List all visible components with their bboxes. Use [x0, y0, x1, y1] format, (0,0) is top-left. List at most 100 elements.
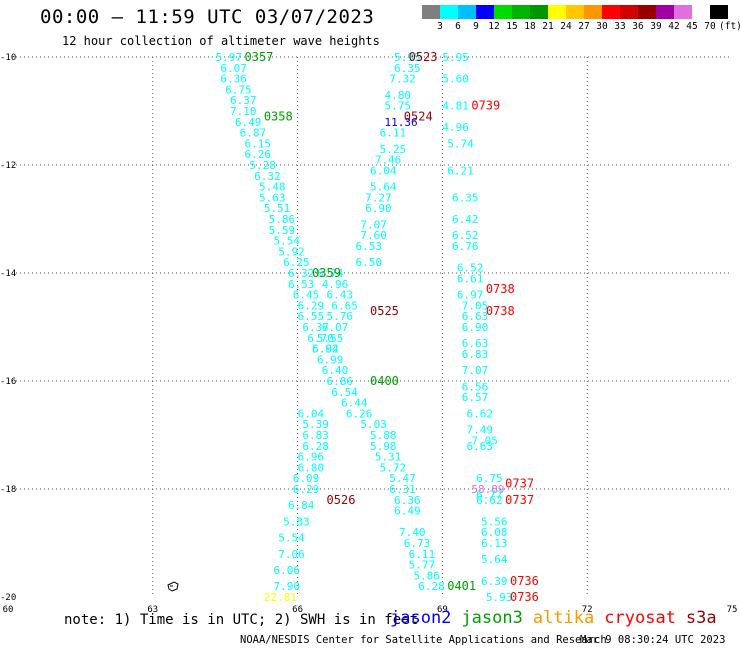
swh-value-label: 6.57 — [462, 391, 489, 404]
pass-time-label: 0737 — [505, 477, 534, 491]
swh-value-label: 58.89 — [471, 483, 504, 496]
swh-value-label: 4.81 — [442, 100, 469, 113]
satellite-s3a: s3a — [685, 608, 717, 628]
swh-value-label: 11.36 — [384, 116, 417, 129]
swh-value-label: 6.40 — [322, 364, 349, 377]
swh-value-label: 6.44 — [341, 397, 368, 410]
swh-value-label: 22.81 — [264, 591, 297, 604]
swh-value-label: 6.09 — [293, 472, 320, 485]
swh-value-label: 6.36 — [220, 73, 247, 86]
swh-value-label: 6.63 — [467, 440, 494, 453]
swh-value-label: 7.49 — [467, 424, 494, 437]
swh-value-label: 6.49 — [394, 505, 421, 518]
x-tick-label: 75 — [727, 605, 738, 615]
swh-value-label: 5.25 — [380, 143, 407, 156]
credit-timestamp: Mar 9 08:30:24 UTC 2023 — [580, 634, 726, 646]
pass-time-label: 0738 — [486, 304, 515, 318]
swh-value-label: 5.83 — [283, 515, 310, 528]
swh-value-label: 6.52 — [457, 262, 484, 275]
legend-swatch — [620, 5, 638, 19]
swh-value-label: 6.07 — [220, 62, 247, 75]
swh-value-label: 5.48 — [259, 181, 286, 194]
color-legend-labels: 3 6 9 12 15 18 21 24 27 30 33 36 39 42 45 70 (ft) — [422, 21, 740, 35]
pass-time-label: 0736 — [510, 590, 539, 604]
coastline — [167, 581, 179, 592]
legend-swatch — [566, 5, 584, 19]
legend-swatch — [530, 5, 548, 19]
legend-label: 39 — [650, 21, 662, 32]
swh-value-label: 6.55 — [298, 310, 325, 323]
pass-time-label: 0359 — [312, 266, 341, 280]
swh-value-label: 5.75 — [384, 100, 411, 113]
swh-value-label: 6.06 — [273, 564, 300, 577]
swh-value-label: 6.56 — [462, 380, 489, 393]
swh-value-label: 6.26 — [346, 407, 373, 420]
legend-swatch — [710, 5, 728, 19]
swh-value-label: 6.25 — [283, 256, 310, 269]
swh-value-label: 6.90 — [462, 321, 489, 334]
swh-value-label: 5.03 — [360, 418, 387, 431]
legend-swatch — [440, 5, 458, 19]
swh-value-label: 7.07 — [360, 218, 387, 231]
swh-value-label: 6.87 — [240, 127, 267, 140]
satellite-legend: jason2 jason3 altika cryosat s3a — [390, 608, 727, 628]
pass-time-label: 0358 — [264, 109, 293, 123]
swh-value-label: 7.27 — [365, 191, 392, 204]
x-tick-label: 72 — [582, 605, 593, 615]
legend-swatch — [422, 5, 440, 19]
chart-note: note: 1) Time is in UTC; 2) SWH is in fe… — [64, 612, 419, 628]
legend-label: 24 — [560, 21, 572, 32]
y-tick-label: -16 — [0, 377, 16, 387]
satellite-altika: altika — [532, 608, 595, 628]
color-legend — [422, 5, 728, 19]
swh-value-label: 6.08 — [481, 526, 508, 539]
legend-label: 30 — [596, 21, 608, 32]
swh-value-label: 5.86 — [269, 213, 296, 226]
pass-time-label: 0526 — [327, 493, 356, 507]
swh-value-label: 5.88 — [370, 429, 397, 442]
swh-value-label: 5.64 — [370, 181, 397, 194]
swh-value-label: 6.28 — [418, 580, 445, 593]
legend-label: 70 — [704, 21, 716, 32]
swh-value-label: 6.97 — [457, 289, 484, 302]
legend-label: 12 — [488, 21, 500, 32]
swh-value-label: 6.50 — [356, 256, 383, 269]
swh-value-label: 5.31 — [375, 451, 402, 464]
y-tick-label: -14 — [0, 269, 16, 279]
swh-value-label: 5.76 — [327, 310, 354, 323]
swh-value-label: 6.11 — [409, 548, 436, 561]
swh-value-label: 5.64 — [481, 553, 508, 566]
legend-swatch — [602, 5, 620, 19]
swh-value-label: 6.49 — [235, 116, 262, 129]
swh-value-label: 5.47 — [389, 472, 416, 485]
swh-value-label: 6.28 — [302, 440, 329, 453]
swh-value-label: 6.61 — [457, 272, 484, 285]
legend-swatch — [692, 5, 710, 19]
legend-label: 15 — [506, 21, 518, 32]
y-tick-label: -12 — [0, 161, 16, 171]
pass-time-label: 0738 — [486, 282, 515, 296]
swh-value-label: 4.96 — [442, 121, 469, 134]
swh-value-label: 5.28 — [249, 159, 275, 172]
swh-value-label: 6.83 — [462, 348, 489, 361]
legend-label: 6 — [455, 21, 461, 32]
swh-value-label: 7.32 — [389, 73, 416, 86]
pass-time-label: 0737 — [505, 493, 534, 507]
swh-value-label: 4.80 — [384, 89, 411, 102]
legend-swatch — [638, 5, 656, 19]
swh-value-label: 6.42 — [452, 213, 479, 226]
swh-value-label: 7.10 — [230, 105, 257, 118]
legend-label: 36 — [632, 21, 644, 32]
swh-value-label: 5.59 — [269, 224, 296, 237]
x-tick-label: 60 — [3, 605, 14, 615]
swh-value-label: 5.39 — [302, 418, 329, 431]
swh-value-label: 6.62 — [476, 494, 503, 507]
y-tick-label: -20 — [0, 593, 16, 603]
swh-value-label: 7.05 — [471, 434, 498, 447]
swh-value-label: 6.77 — [476, 488, 503, 501]
swh-value-label: 7.60 — [360, 229, 387, 242]
swh-value-label: 6.86 — [327, 375, 354, 388]
swh-value-label: 6.62 — [467, 407, 494, 420]
swh-value-label: 6.07 — [322, 321, 349, 334]
swh-value-label: 6.37 — [230, 94, 257, 107]
